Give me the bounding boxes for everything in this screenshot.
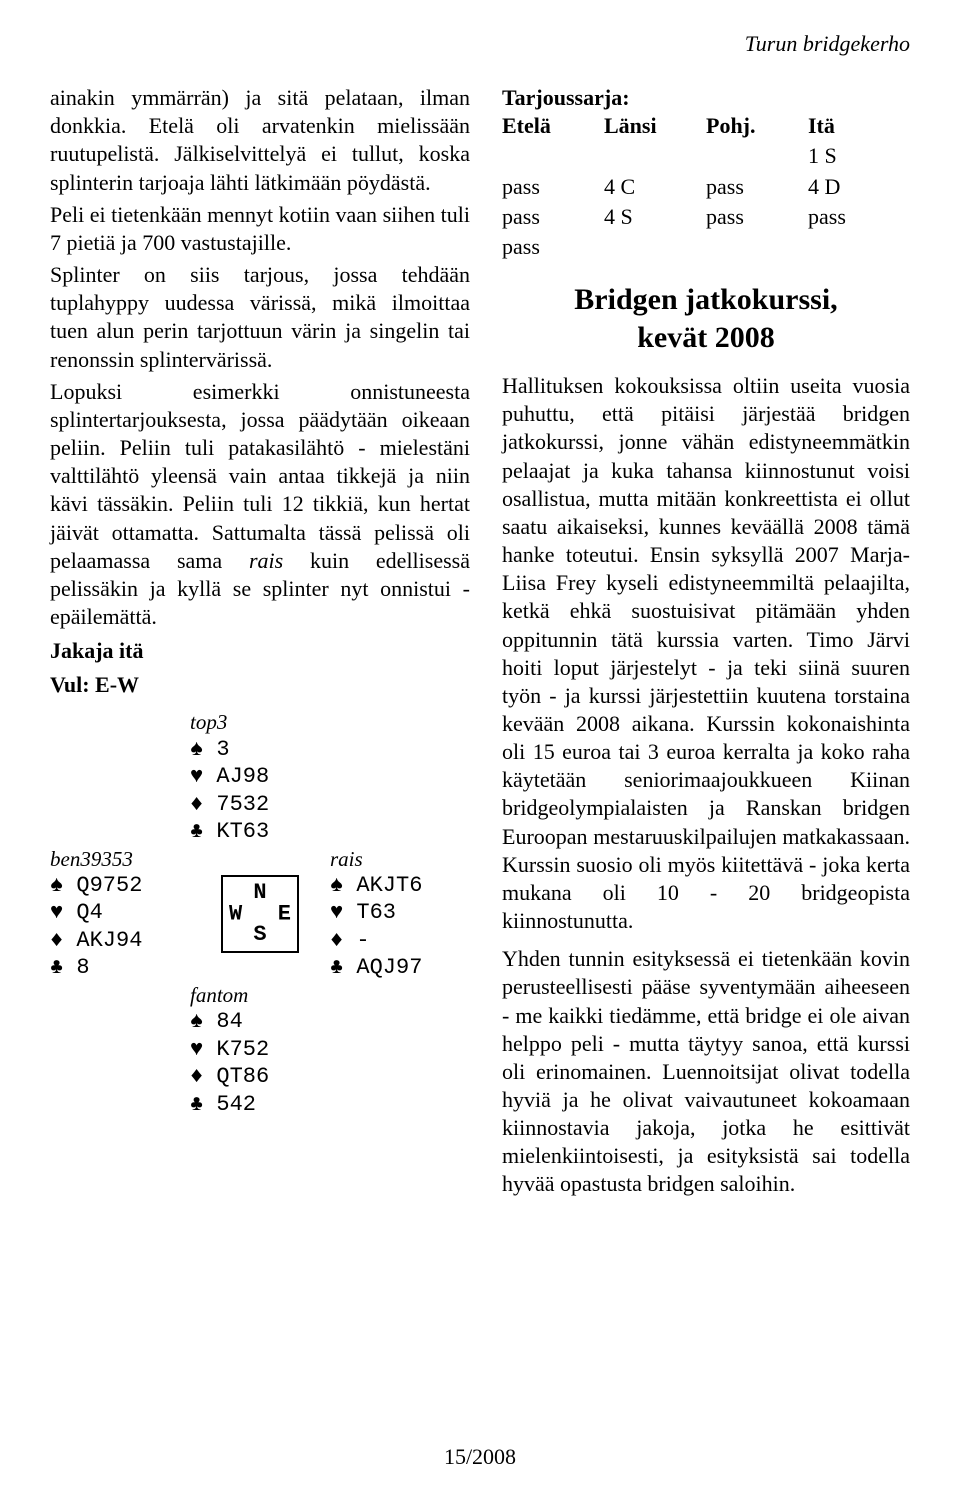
- bid-r0-c1: [604, 142, 706, 170]
- bidding-label: Tarjoussarja:: [502, 84, 910, 112]
- bid-r2-c1: 4 S: [604, 203, 706, 231]
- east-clubs: AQJ97: [356, 955, 422, 980]
- left-para-4: Lopuksi esimerkki onnistuneesta splinter…: [50, 378, 470, 631]
- compass-w: W: [229, 900, 242, 928]
- columns: ainakin ymmärrän) ja sitä pelataan, ilma…: [50, 84, 910, 1198]
- deal-vul: Vul: E-W: [50, 671, 470, 699]
- east-hand: rais ♠ AKJT6 ♥ T63 ♦ - ♣ AQJ97: [330, 846, 470, 982]
- east-hearts: T63: [356, 900, 396, 925]
- heading-line-1: Bridgen jatkokurssi,: [574, 283, 837, 316]
- left-para-2: Peli ei tietenkään mennyt kotiin vaan si…: [50, 201, 470, 257]
- west-hand: ben39353 ♠ Q9752 ♥ Q4 ♦ AKJ94 ♣ 8: [50, 846, 190, 982]
- south-hearts: K752: [216, 1037, 269, 1062]
- bid-r2-c3: pass: [808, 203, 910, 231]
- west-spades: Q9752: [76, 873, 142, 898]
- left-para-4b: rais: [249, 548, 283, 573]
- bid-r1-c2: pass: [706, 173, 808, 201]
- compass-e: E: [278, 900, 291, 928]
- running-head: Turun bridgekerho: [50, 30, 910, 58]
- bid-r2-c2: pass: [706, 203, 808, 231]
- west-name: ben39353: [50, 846, 190, 872]
- bid-r0-c3: 1 S: [808, 142, 910, 170]
- compass-n: N: [253, 879, 266, 907]
- club-icon: ♣: [190, 819, 203, 844]
- left-column: ainakin ymmärrän) ja sitä pelataan, ilma…: [50, 84, 470, 1198]
- club-icon: ♣: [190, 1092, 203, 1117]
- spade-icon: ♠: [50, 873, 63, 898]
- article-heading: Bridgen jatkokurssi, kevät 2008: [502, 281, 910, 356]
- deal-dealer: Jakaja itä: [50, 637, 470, 665]
- bid-r3-c2: [706, 233, 808, 261]
- bid-r1-c1: 4 C: [604, 173, 706, 201]
- diamond-icon: ♦: [330, 928, 343, 953]
- compass: N W E S: [221, 875, 299, 953]
- heading-line-2: kevät 2008: [637, 321, 775, 354]
- bidding-table: Etelä Länsi Pohj. Itä 1 S pass 4 C pass …: [502, 112, 910, 261]
- compass-cell: N W E S: [190, 871, 330, 957]
- south-hand: fantom ♠ 84 ♥ K752 ♦ QT86 ♣ 542: [190, 982, 330, 1118]
- west-hearts: Q4: [76, 900, 102, 925]
- bid-r0-c2: [706, 142, 808, 170]
- bidding-hdr-s: Etelä: [502, 112, 604, 140]
- west-diamonds: AKJ94: [76, 928, 142, 953]
- east-name: rais: [330, 846, 470, 872]
- diamond-icon: ♦: [190, 792, 203, 817]
- compass-s: S: [253, 921, 266, 949]
- right-column: Tarjoussarja: Etelä Länsi Pohj. Itä 1 S …: [502, 84, 910, 1198]
- north-spades: 3: [216, 737, 229, 762]
- bid-r0-c0: [502, 142, 604, 170]
- bid-r3-c3: [808, 233, 910, 261]
- diamond-icon: ♦: [50, 928, 63, 953]
- page: Turun bridgekerho ainakin ymmärrän) ja s…: [0, 0, 960, 1495]
- heart-icon: ♥: [190, 764, 203, 789]
- north-diamonds: 7532: [216, 792, 269, 817]
- north-name: top3: [190, 709, 330, 735]
- footer: 15/2008: [0, 1443, 960, 1471]
- south-diamonds: QT86: [216, 1064, 269, 1089]
- bid-r2-c0: pass: [502, 203, 604, 231]
- deal-grid: top3 ♠ 3 ♥ AJ98 ♦ 7532 ♣ KT63 ben39353 ♠…: [50, 709, 470, 1118]
- bidding-hdr-n: Pohj.: [706, 112, 808, 140]
- north-hand: top3 ♠ 3 ♥ AJ98 ♦ 7532 ♣ KT63: [190, 709, 330, 845]
- right-para-2: Yhden tunnin esityksessä ei tietenkään k…: [502, 945, 910, 1198]
- left-para-1: ainakin ymmärrän) ja sitä pelataan, ilma…: [50, 84, 470, 197]
- east-diamonds: -: [356, 928, 369, 953]
- club-icon: ♣: [50, 955, 63, 980]
- bid-r3-c0: pass: [502, 233, 604, 261]
- diamond-icon: ♦: [190, 1064, 203, 1089]
- spade-icon: ♠: [190, 1009, 203, 1034]
- bid-r3-c1: [604, 233, 706, 261]
- spade-icon: ♠: [330, 873, 343, 898]
- heart-icon: ♥: [190, 1037, 203, 1062]
- north-clubs: KT63: [216, 819, 269, 844]
- right-para-1: Hallituksen kokouksissa oltiin useita vu…: [502, 372, 910, 935]
- south-name: fantom: [190, 982, 330, 1008]
- bidding-hdr-w: Länsi: [604, 112, 706, 140]
- left-para-3: Splinter on siis tarjous, jossa tehdään …: [50, 261, 470, 374]
- heart-icon: ♥: [330, 900, 343, 925]
- bid-r1-c3: 4 D: [808, 173, 910, 201]
- south-spades: 84: [216, 1009, 242, 1034]
- spade-icon: ♠: [190, 737, 203, 762]
- club-icon: ♣: [330, 955, 343, 980]
- bidding-hdr-e: Itä: [808, 112, 910, 140]
- bid-r1-c0: pass: [502, 173, 604, 201]
- south-clubs: 542: [216, 1092, 256, 1117]
- heart-icon: ♥: [50, 900, 63, 925]
- west-clubs: 8: [76, 955, 89, 980]
- east-spades: AKJT6: [356, 873, 422, 898]
- left-para-4a: Lopuksi esimerkki onnistuneesta splinter…: [50, 379, 470, 573]
- north-hearts: AJ98: [216, 764, 269, 789]
